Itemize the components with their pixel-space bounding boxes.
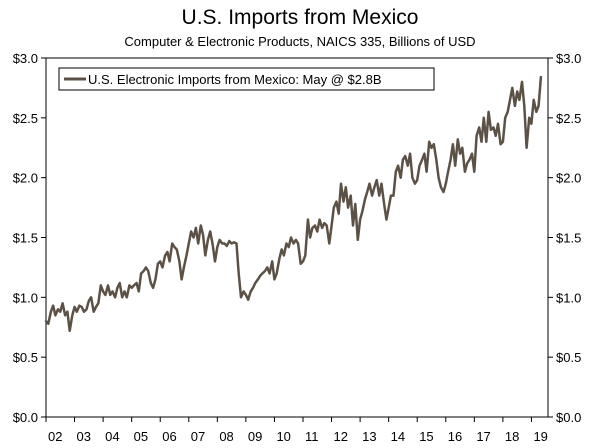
x-tick-label: 02 (48, 429, 62, 444)
y-tick-label-left: $2.5 (13, 111, 38, 126)
x-tick-label: 16 (448, 429, 462, 444)
x-tick-label: 17 (476, 429, 490, 444)
x-tick-label: 10 (276, 429, 290, 444)
x-tick-label: 12 (334, 429, 348, 444)
y-tick-label-right: $2.5 (556, 111, 581, 126)
y-tick-label-left: $2.0 (13, 171, 38, 186)
legend-label: U.S. Electronic Imports from Mexico: May… (88, 72, 382, 87)
y-axis: $0.0 $0.0 $0.5 $0.5 $1.0 $1.0 $1.5 $1.5 $2.0 $2.0… (13, 51, 582, 425)
series-group (44, 75, 543, 333)
x-tick-label: 04 (105, 429, 119, 444)
y-tick-label-right: $1.0 (556, 290, 581, 305)
x-tick-label: 18 (505, 429, 519, 444)
y-tick-label-left: $1.5 (13, 231, 38, 246)
series-line-0 (44, 75, 543, 333)
chart-title: U.S. Imports from Mexico (181, 6, 419, 29)
x-tick-label: 13 (362, 429, 376, 444)
x-tick-label: 06 (162, 429, 176, 444)
y-tick-label-right: $0.0 (556, 410, 581, 425)
y-tick-label-right: $2.0 (556, 171, 581, 186)
x-tick-label: 07 (191, 429, 205, 444)
plot-area (45, 57, 549, 418)
x-tick-label: 08 (219, 429, 233, 444)
x-tick-label: 19 (533, 429, 547, 444)
legend-box (58, 67, 435, 91)
y-tick-label-left: $3.0 (13, 51, 38, 66)
chart-subtitle: Computer & Electronic Products, NAICS 33… (124, 34, 476, 49)
y-tick-label-left: $0.0 (13, 410, 38, 425)
y-tick-label-left: $0.5 (13, 350, 38, 365)
y-tick-label-right: $1.5 (556, 231, 581, 246)
y-tick-label-right: $3.0 (556, 51, 581, 66)
y-tick-label-right: $0.5 (556, 350, 581, 365)
legend: U.S. Electronic Imports from Mexico: May… (58, 67, 435, 91)
x-tick-label: 03 (77, 429, 91, 444)
x-tick-label: 14 (391, 429, 405, 444)
x-tick-label: 09 (248, 429, 262, 444)
x-axis: 02 03 04 05 06 07 08 09 10 11 12 13 14 15 16 17 18 19 (45, 417, 548, 444)
x-tick-label: 11 (305, 429, 319, 444)
y-tick-label-left: $1.0 (13, 290, 38, 305)
x-tick-label: 05 (134, 429, 148, 444)
x-tick-label: 15 (419, 429, 433, 444)
